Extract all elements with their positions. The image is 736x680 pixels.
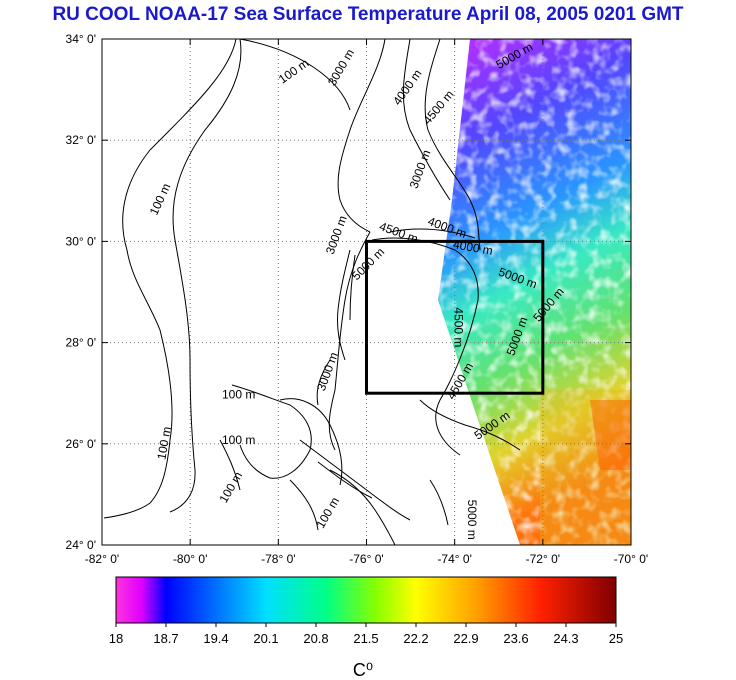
- lat-tick-label: 30° 0': [66, 234, 96, 248]
- shelf-contour-100m: [169, 39, 242, 513]
- lat-tick-label: 34° 0': [66, 32, 96, 46]
- colorbar-tick-label: 21.5: [353, 631, 378, 646]
- colorbar-tick-label: 23.6: [503, 631, 528, 646]
- contour-label: 4000 m: [452, 237, 494, 258]
- colorbar-tick-label: 18: [109, 631, 123, 646]
- lat-tick-label: 24° 0': [66, 538, 96, 552]
- colorbar-tick-label: 19.4: [203, 631, 228, 646]
- lon-tick-label: -78° 0': [261, 552, 295, 566]
- contour-label: 100 m: [147, 181, 174, 217]
- lon-tick-label: -76° 0': [349, 552, 383, 566]
- contour-label: 100 m: [154, 425, 174, 460]
- contour-label: 4000 m: [390, 67, 424, 108]
- colorbar-ticks: 18 18.7 19.4 20.1 20.8 21.5 22.2 22.9 23.6 24.3 25: [109, 623, 623, 646]
- bahamas-banks: [231, 384, 312, 479]
- lon-tick-label: -82° 0': [85, 552, 119, 566]
- lon-tick-label: -74° 0': [437, 552, 471, 566]
- us-coastline: [103, 39, 237, 519]
- colorbar-tick-label: 18.7: [153, 631, 178, 646]
- contour-label: 100 m: [222, 433, 255, 447]
- lat-tick-label: 28° 0': [66, 336, 96, 350]
- colorbar-tick-label: 20.8: [303, 631, 328, 646]
- contour-label: 100 m: [313, 495, 342, 531]
- contour-label: 100 m: [216, 469, 245, 505]
- map-frame: [101, 38, 632, 546]
- contour-label: 100 m: [222, 387, 255, 401]
- colorbar-unit: C⁰: [353, 660, 373, 680]
- colorbar-tick-label: 24.3: [553, 631, 578, 646]
- contour-label: 4500 m: [452, 307, 466, 347]
- study-area-box: [365, 239, 545, 395]
- colorbar-tick-label: 20.1: [253, 631, 278, 646]
- colorbar-tick-label: 22.2: [403, 631, 428, 646]
- lon-tick-label: -70° 0': [614, 552, 648, 566]
- contour-3000m: [337, 39, 386, 233]
- sst-swath: [438, 39, 631, 545]
- contour-label: 3000 m: [325, 47, 357, 89]
- contour-label: 5000 m: [465, 500, 479, 540]
- lat-tick-label: 26° 0': [66, 437, 96, 451]
- contour-4000m: [402, 39, 451, 201]
- lon-tick-label: -72° 0': [526, 552, 560, 566]
- lat-tick-label: 32° 0': [66, 133, 96, 147]
- contour-label: 3000 m: [323, 214, 350, 256]
- lon-tick-label: -80° 0': [173, 552, 207, 566]
- colorbar-tick-label: 22.9: [453, 631, 478, 646]
- colorbar: [115, 576, 617, 624]
- map-title: RU COOL NOAA-17 Sea Surface Temperature …: [52, 4, 684, 25]
- contour-label: 100 m: [276, 56, 311, 87]
- coastline-contours: [103, 39, 521, 545]
- contour-label: 3000 m: [407, 148, 434, 190]
- colorbar-tick-label: 25: [609, 631, 623, 646]
